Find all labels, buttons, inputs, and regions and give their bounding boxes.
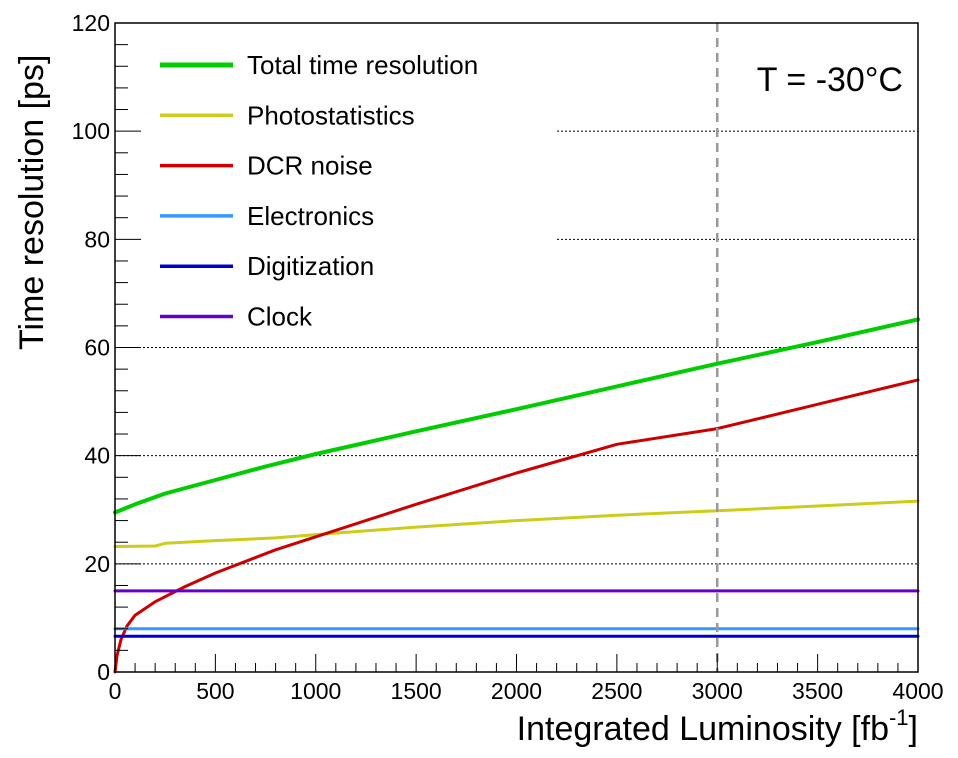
x-tick-label-4000: 4000 — [892, 678, 943, 704]
legend-label-photostatistics: Photostatistics — [247, 100, 415, 130]
grid-lines — [115, 130, 918, 565]
x-axis-title: Integrated Luminosity [fb-1] — [517, 705, 918, 748]
y-tick-label-120: 120 — [72, 10, 110, 36]
x-tick-label-2500: 2500 — [591, 678, 642, 704]
tick-labels: 0 500 1000 1500 2000 2500 3000 3500 4000 0 20 40 60 8… — [72, 10, 944, 704]
y-tick-label-40: 40 — [84, 443, 110, 469]
x-tick-label-2000: 2000 — [491, 678, 542, 704]
x-tick-label-1500: 1500 — [391, 678, 442, 704]
x-tick-label-0: 0 — [109, 678, 122, 704]
y-tick-label-0: 0 — [97, 659, 110, 685]
y-tick-label-60: 60 — [84, 335, 110, 361]
series-line-total-time-resolution — [113, 317, 920, 515]
legend-label-digitization: Digitization — [247, 251, 374, 281]
legend-label-total-time-resolution: Total time resolution — [247, 50, 478, 80]
temperature-annotation: T = -30°C — [757, 61, 903, 99]
y-tick-label-80: 80 — [84, 226, 110, 252]
legend-label-electronics: Electronics — [247, 201, 374, 231]
x-tick-label-3000: 3000 — [692, 678, 743, 704]
legend-label-clock: Clock — [247, 302, 313, 332]
x-tick-label-500: 500 — [196, 678, 234, 704]
x-tick-label-3500: 3500 — [792, 678, 843, 704]
axis-ticks — [114, 22, 919, 673]
series-line-photostatistics — [113, 499, 920, 548]
series-line-dcr-noise — [113, 378, 920, 674]
y-axis-title: Time resolution [ps] — [13, 55, 51, 350]
x-tick-label-1000: 1000 — [290, 678, 341, 704]
legend-label-dcr-noise: DCR noise — [247, 151, 373, 181]
y-tick-label-100: 100 — [72, 118, 110, 144]
y-tick-label-20: 20 — [84, 551, 110, 577]
legend: Total time resolution Photostatistics DCR … — [160, 50, 478, 332]
series-lines — [113, 317, 920, 674]
